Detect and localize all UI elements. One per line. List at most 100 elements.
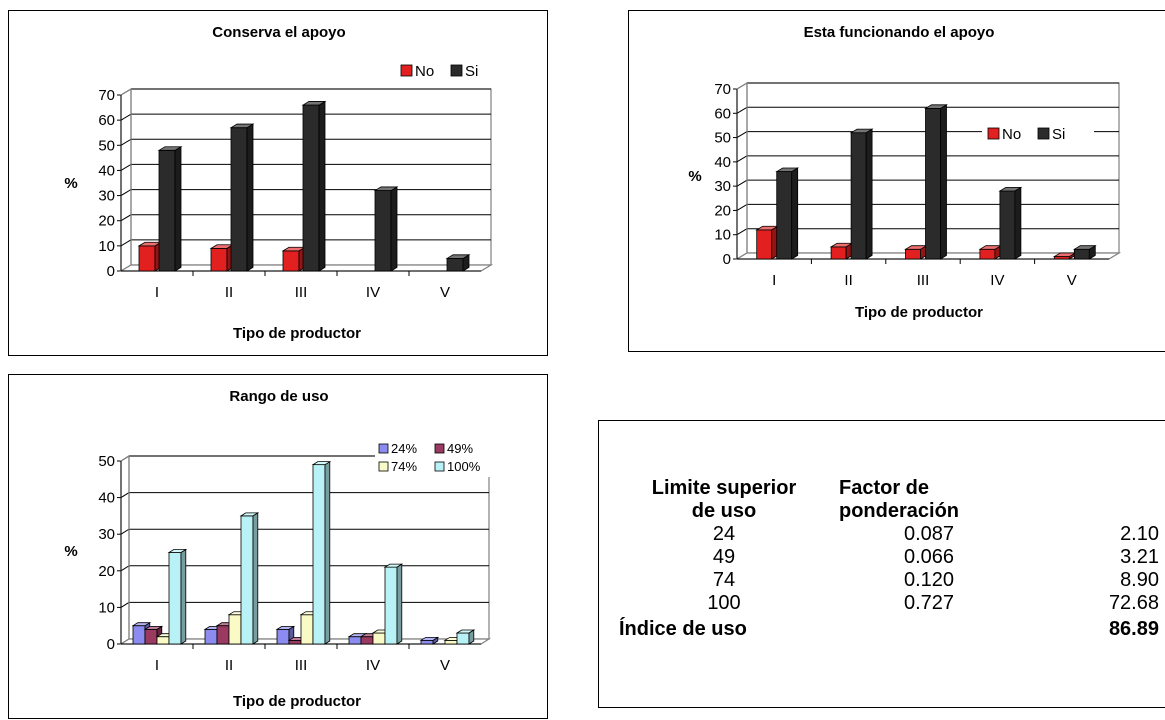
indice-uso-table-panel: Limite superior de uso Factor de pondera… (598, 420, 1165, 708)
x-tick-label: I (155, 284, 159, 301)
table-total-row: Índice de uso 86.89 (619, 615, 1159, 641)
gridline-side (120, 601, 130, 608)
bar-top (419, 636, 440, 641)
bar-front (999, 190, 1016, 260)
bar-front (132, 625, 146, 645)
bar-side (390, 186, 398, 272)
bar-front (158, 149, 176, 272)
bar-front (276, 628, 290, 645)
y-tick-label: 20 (714, 202, 731, 219)
table-row: 100 0.727 72.68 (619, 592, 1159, 615)
legend-label: Si (1052, 126, 1065, 143)
gridline-side (120, 528, 130, 535)
bar-front (374, 190, 392, 272)
bar-no-iii (281, 246, 307, 272)
bar-24pct-v (419, 636, 440, 645)
y-tick-label: 50 (98, 453, 115, 470)
bar-front (446, 258, 464, 272)
gridline-side (736, 228, 748, 236)
bar-si-v (445, 254, 471, 272)
bar-front (830, 246, 847, 260)
y-tick-label: 10 (98, 599, 115, 616)
bar-front (288, 639, 302, 645)
y-tick-label: 40 (714, 154, 731, 171)
gridline-side (736, 106, 748, 114)
x-tick-label: I (155, 657, 159, 674)
header-factor: Factor de ponderación (829, 477, 1029, 523)
legend-label: 24% (391, 441, 417, 456)
header-limite-line1: Limite superior (651, 477, 797, 499)
bar-front (210, 247, 228, 272)
x-tick-label: I (772, 272, 776, 289)
legend-swatch (1037, 127, 1050, 140)
gridline-side (120, 492, 130, 499)
x-tick-label: II (844, 272, 852, 289)
bar-top (143, 625, 164, 630)
y-tick-label: 70 (714, 81, 731, 98)
bar-si-iv (373, 186, 399, 272)
legend-label: 100% (447, 459, 481, 474)
cell-value: 3.21 (1120, 546, 1159, 568)
bar-front (372, 632, 386, 645)
bar-front (228, 614, 242, 645)
bar-front (979, 248, 996, 260)
bar-front (776, 171, 793, 260)
gridline-side (736, 155, 748, 163)
legend-swatch (378, 461, 389, 472)
legend-label: No (415, 63, 434, 80)
legend-swatch (434, 461, 445, 472)
gridline-side (120, 189, 132, 197)
x-tick-label: V (440, 657, 450, 674)
bar-top (775, 167, 800, 172)
y-tick-label: 0 (723, 251, 731, 268)
cell-factor: 0.087 (903, 523, 955, 545)
bar-top (445, 254, 471, 259)
legend-swatch (378, 443, 389, 454)
header-value (1029, 477, 1159, 523)
table-row: 74 0.120 8.90 (619, 569, 1159, 592)
bar-front (282, 250, 300, 272)
x-tick-label: V (1067, 272, 1077, 289)
y-tick-label: 60 (98, 112, 115, 129)
x-axis-label: Tipo de productor (233, 325, 361, 342)
header-factor-line1: Factor de (839, 477, 930, 499)
bar-100pct-i (167, 548, 188, 645)
bar-front (216, 625, 230, 645)
gridline-side (120, 163, 132, 171)
bar-front (384, 566, 398, 645)
legend-swatch (987, 127, 1000, 140)
table-header-row: Limite superior de uso Factor de pondera… (619, 477, 1159, 523)
y-tick-label: 30 (98, 526, 115, 543)
bar-front (312, 464, 326, 645)
bar-front (240, 515, 254, 645)
y-axis-label: % (64, 175, 77, 192)
legend-label: No (1002, 126, 1021, 143)
legend-label: 74% (391, 459, 417, 474)
x-axis-label: Tipo de productor (233, 693, 361, 710)
bar-side (324, 460, 331, 645)
bar-front (905, 248, 921, 260)
chart-rango-uso: 0 10 20 30 40 50 I II III IV V Rango de uso Tipo de … (8, 374, 548, 719)
x-tick-label: II (225, 284, 233, 301)
y-tick-label: 10 (714, 227, 731, 244)
x-tick-label: III (295, 284, 308, 301)
total-value: 86.89 (1108, 618, 1159, 640)
bar-top (229, 123, 255, 129)
table-row: 24 0.087 2.10 (619, 523, 1159, 546)
bar-front (456, 632, 470, 645)
gridline-side (120, 565, 130, 572)
y-tick-label: 40 (98, 490, 115, 507)
legend-swatch (450, 64, 463, 77)
bar-front (348, 636, 362, 645)
bar-side (396, 563, 403, 645)
chart-title: Rango de uso (229, 388, 328, 405)
bar-si-ii (229, 123, 255, 272)
bar-side (940, 104, 947, 260)
total-label: Índice de uso (619, 618, 747, 640)
gridline-side (736, 203, 748, 211)
bar-no-i (755, 225, 780, 260)
bar-side (174, 146, 182, 272)
legend-swatch (434, 443, 445, 454)
gridline-side (120, 138, 132, 146)
bar-front (204, 628, 218, 645)
